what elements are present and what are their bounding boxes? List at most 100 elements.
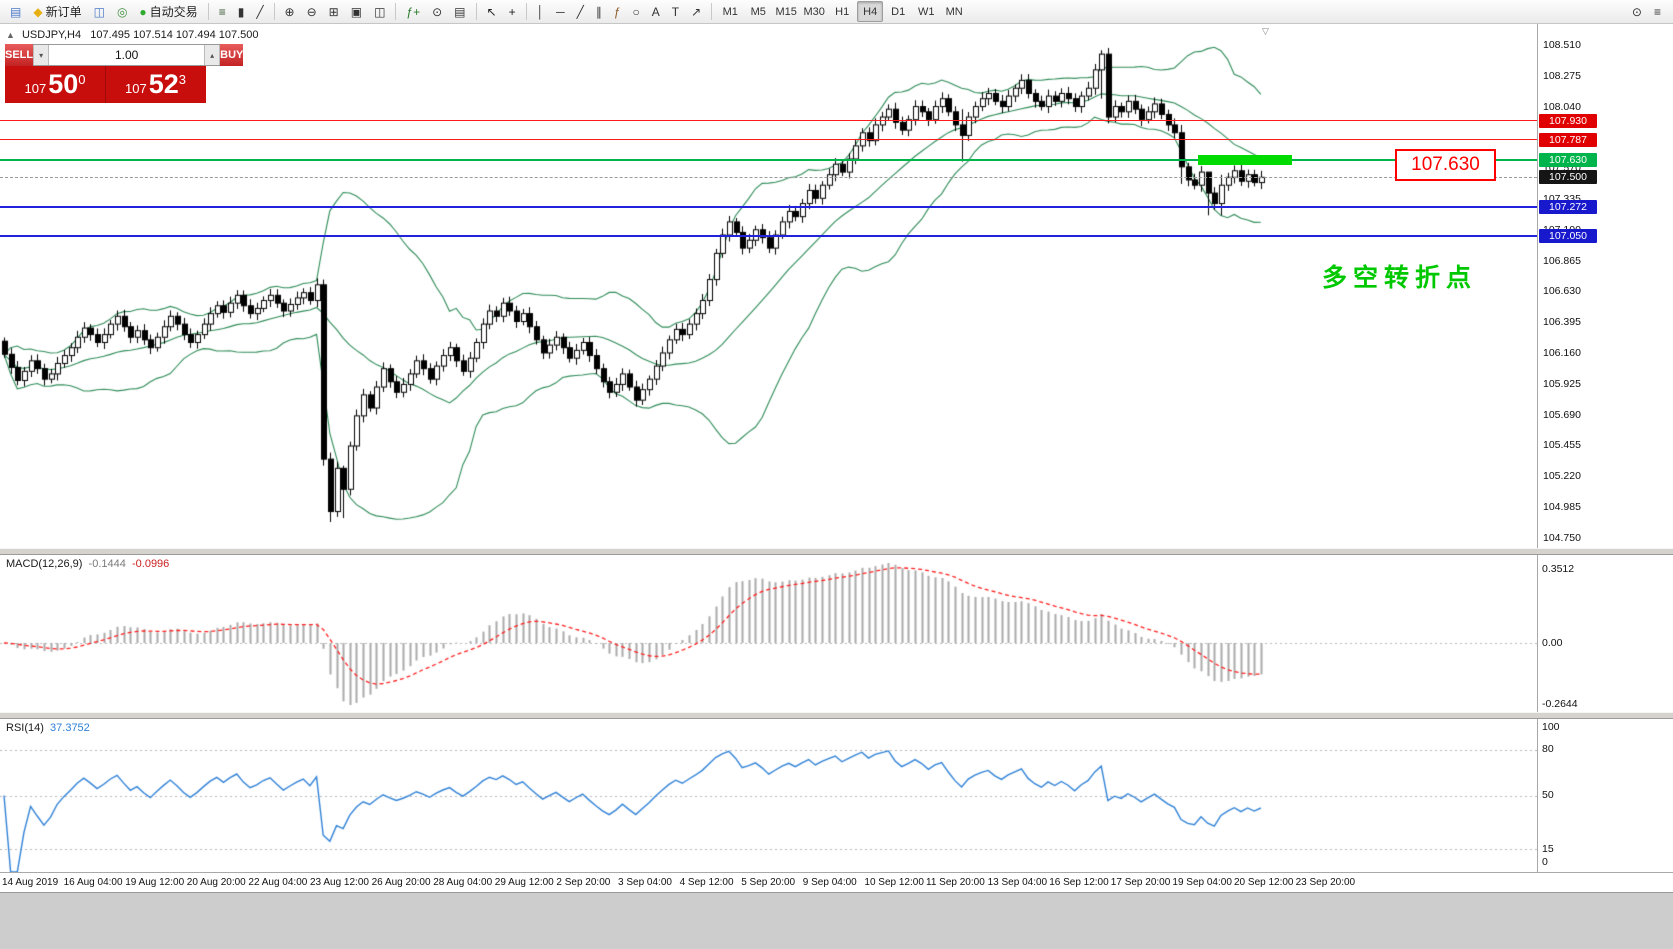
- chart-title: ▲ USDJPY,H4 107.495 107.514 107.494 107.…: [6, 29, 259, 41]
- axis-price-label: 106.160: [1543, 346, 1581, 359]
- axis-price-badge: 107.787: [1539, 132, 1597, 147]
- text-button[interactable]: A: [647, 1, 665, 23]
- horizontal-line-button[interactable]: ─: [551, 1, 570, 23]
- rsi-label: RSI(14) 37.3752: [6, 722, 90, 734]
- volume-decrease-button[interactable]: ▾: [33, 45, 50, 65]
- axis-price-label: 105.220: [1543, 470, 1581, 483]
- toolbar: ▤ ◆ 新订单 ◫ ◎ ● 自动交易 ≡ ▮ ╱ ⊕ ⊖ ⊞ ▣ ◫ ƒ+ ⊙ ▤ ↖ + │ ─ ╱ ∥ ƒ ○ A T ↗ M1 M5…: [0, 0, 1673, 24]
- volume-stepper: ▾ ▴: [33, 44, 221, 66]
- timeframe-button-h1[interactable]: H1: [835, 5, 850, 18]
- timeframe-button-h4[interactable]: H4: [857, 1, 884, 22]
- axis-price-label: 108.510: [1543, 38, 1581, 51]
- bar-chart-button[interactable]: ≡: [214, 1, 231, 23]
- cascade-windows-button[interactable]: ▣: [346, 1, 367, 23]
- charts-icon-button[interactable]: ▤: [5, 1, 26, 23]
- arrows-icon: ↗: [691, 4, 702, 19]
- label-button[interactable]: T: [667, 1, 684, 23]
- menu-icon-button[interactable]: ≡: [1649, 1, 1666, 23]
- vertical-line-button[interactable]: │: [532, 1, 550, 23]
- time-axis-label: 23 Sep 20:00: [1295, 877, 1356, 888]
- new-order-button[interactable]: ◆ 新订单: [28, 1, 86, 23]
- search-icon: ⊙: [1631, 5, 1642, 19]
- panel-divider[interactable]: [0, 548, 1673, 555]
- bar-chart-icon: ≡: [218, 4, 226, 19]
- time-axis-label: 20 Aug 20:00: [186, 877, 246, 888]
- arrows-button[interactable]: ↗: [686, 1, 706, 23]
- chart-window: ▽ ▲ USDJPY,H4 107.495 107.514 107.494 10…: [0, 24, 1673, 949]
- fibonacci-button[interactable]: ƒ: [609, 1, 626, 23]
- toolbar-separator: [475, 3, 477, 20]
- time-axis-label: 20 Sep 12:00: [1234, 877, 1294, 888]
- macd-main-value: -0.1444: [88, 558, 126, 570]
- sell-button[interactable]: SELL: [5, 44, 34, 66]
- text-icon: A: [651, 4, 660, 19]
- price-callout-box[interactable]: 107.630: [1395, 149, 1496, 181]
- toolbar-separator: [395, 3, 397, 20]
- zoom-in-button[interactable]: ⊕: [280, 1, 300, 23]
- window-bottom-area: [0, 892, 1673, 949]
- axis-price-label: 106.865: [1543, 254, 1581, 267]
- periods-button[interactable]: ⊙: [427, 1, 447, 23]
- channel-button[interactable]: ∥: [591, 1, 607, 23]
- trendline-button[interactable]: ╱: [572, 1, 589, 23]
- volume-input[interactable]: [49, 45, 205, 65]
- market-watch-icon-button[interactable]: ◎: [112, 1, 132, 23]
- templates-button[interactable]: ▤: [449, 1, 470, 23]
- zoom-out-button[interactable]: ⊖: [302, 1, 322, 23]
- channel-icon: ∥: [595, 4, 602, 19]
- chart-shift-marker-icon[interactable]: ▽: [1262, 26, 1269, 36]
- crosshair-button[interactable]: +: [504, 1, 521, 23]
- axis-price-label: 106.395: [1543, 316, 1581, 329]
- shapes-button[interactable]: ○: [628, 1, 645, 23]
- buy-button[interactable]: BUY: [220, 44, 244, 66]
- macd-panel-canvas[interactable]: [0, 555, 1537, 712]
- indicators-icon: ƒ+: [406, 4, 421, 19]
- timeframe-button-m30[interactable]: M30: [803, 5, 825, 18]
- new-order-icon: ◆: [33, 4, 43, 19]
- time-axis[interactable]: 14 Aug 2019 16 Aug 04:00 19 Aug 12:00 20 Au…: [0, 872, 1673, 892]
- buy-price-display[interactable]: 107 52 3: [105, 66, 205, 103]
- sell-price-display[interactable]: 107 50 0: [5, 66, 105, 103]
- cursor-button[interactable]: ↖: [482, 1, 502, 23]
- volume-increase-button[interactable]: ▴: [204, 45, 221, 65]
- turning-point-annotation[interactable]: 多空转折点: [1322, 264, 1478, 292]
- panel-divider[interactable]: [0, 712, 1673, 719]
- axis-price-badge: 107.050: [1539, 229, 1597, 244]
- auto-trading-button[interactable]: ● 自动交易: [134, 1, 202, 23]
- line-chart-button[interactable]: ╱: [251, 1, 268, 23]
- time-axis-label: 13 Sep 04:00: [987, 877, 1048, 888]
- macd-axis-label: 0.00: [1542, 637, 1563, 649]
- timeframe-button-mn[interactable]: MN: [945, 5, 963, 18]
- tile-windows-icon: ◫: [374, 4, 386, 19]
- rsi-panel-canvas[interactable]: [0, 719, 1537, 872]
- one-click-collapse-icon[interactable]: ▲: [6, 30, 15, 40]
- timeframe-button-m1[interactable]: M1: [722, 5, 738, 18]
- indicators-button[interactable]: ƒ+: [401, 1, 425, 23]
- grid-icon: ⊞: [328, 4, 339, 19]
- time-axis-label: 10 Sep 12:00: [864, 877, 924, 888]
- one-click-trading-panel: SELL ▾ ▴ BUY 107 50 0 107 52 3: [5, 44, 244, 103]
- rsi-axis-label: 100: [1542, 721, 1560, 733]
- timeframe-button-m15[interactable]: M15: [775, 5, 797, 18]
- axis-price-label: 105.455: [1543, 439, 1581, 452]
- menu-icon: ≡: [1653, 5, 1661, 19]
- buy-price-base: 107: [125, 81, 147, 96]
- auto-trading-icon: ●: [139, 4, 147, 19]
- time-axis-label: 22 Aug 04:00: [248, 877, 308, 888]
- tile-windows-button[interactable]: ◫: [369, 1, 390, 23]
- time-axis-label: 28 Aug 04:00: [433, 877, 493, 888]
- time-axis-label: 29 Aug 12:00: [494, 877, 554, 888]
- timeframe-button-m5[interactable]: M5: [750, 5, 766, 18]
- timeframe-button-w1[interactable]: W1: [917, 5, 935, 18]
- cascade-windows-icon: ▣: [350, 4, 363, 19]
- price-axis[interactable]: 108.510108.275108.040107.570107.335107.1…: [1537, 24, 1673, 892]
- profiles-icon-button[interactable]: ◫: [89, 1, 110, 23]
- candlestick-chart-button[interactable]: ▮: [233, 1, 250, 23]
- search-icon-button[interactable]: ⊙: [1627, 1, 1647, 23]
- timeframe-button-d1[interactable]: D1: [891, 5, 906, 18]
- axis-price-label: 104.985: [1543, 500, 1581, 513]
- cursor-icon: ↖: [486, 4, 497, 19]
- macd-signal-value: -0.0996: [131, 558, 170, 570]
- grid-button[interactable]: ⊞: [324, 1, 344, 23]
- price-chart-canvas[interactable]: [0, 24, 1537, 548]
